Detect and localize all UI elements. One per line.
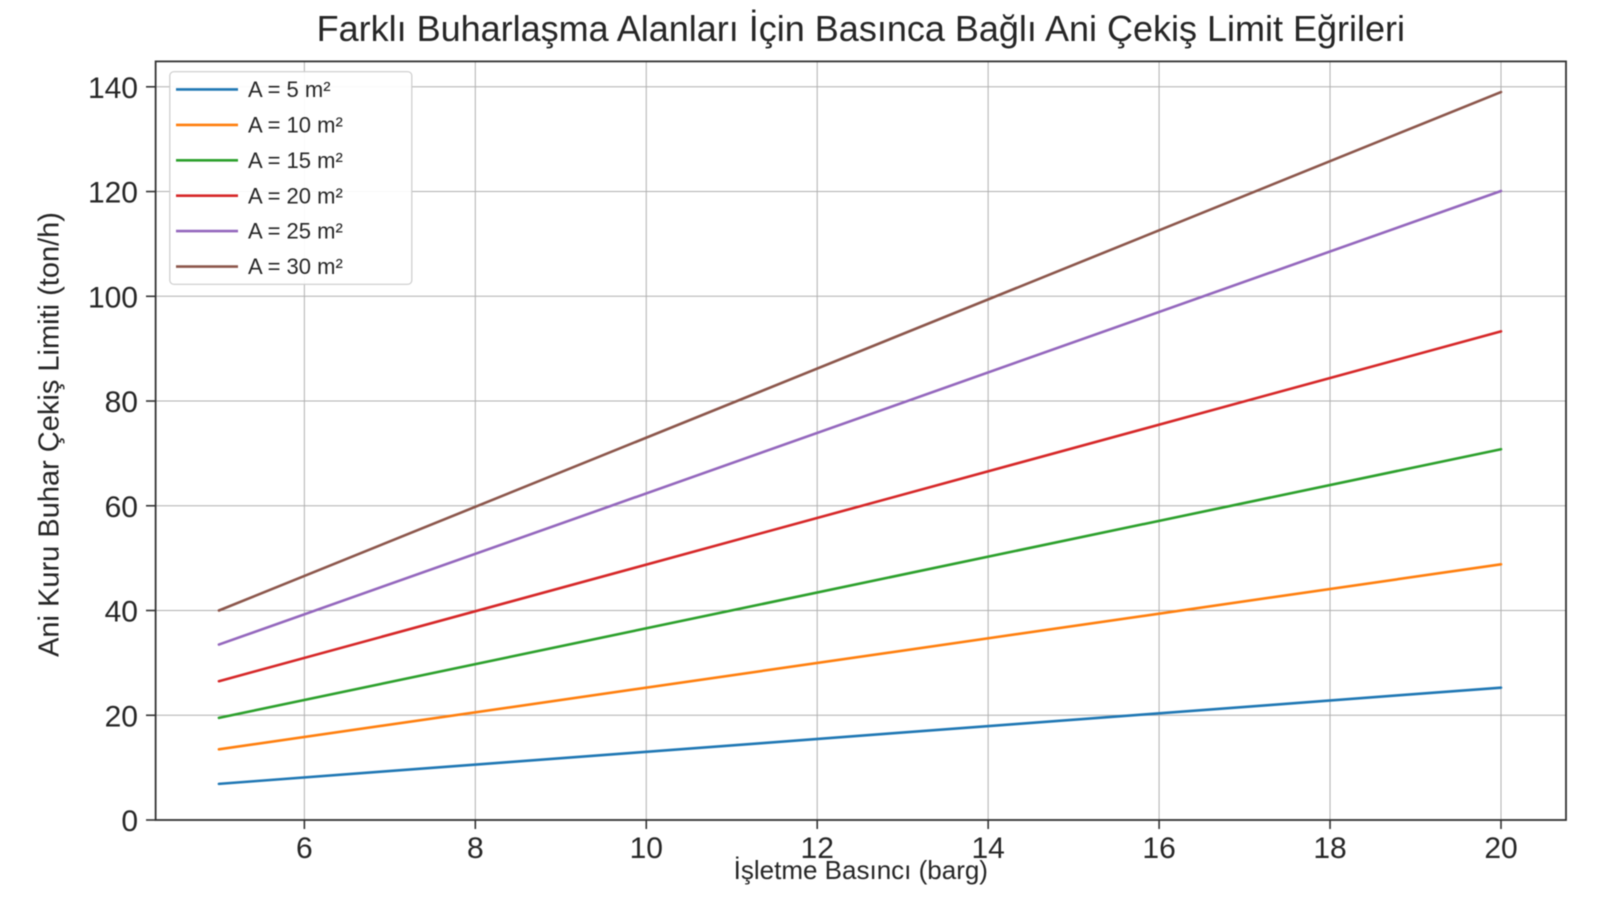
svg-text:100: 100 (88, 281, 138, 314)
svg-text:A = 10 m²: A = 10 m² (248, 113, 343, 138)
svg-text:60: 60 (105, 491, 138, 524)
svg-text:80: 80 (105, 386, 138, 419)
svg-text:A = 25 m²: A = 25 m² (248, 219, 343, 244)
svg-text:A = 20 m²: A = 20 m² (248, 183, 343, 208)
svg-text:20: 20 (105, 700, 138, 733)
svg-text:40: 40 (105, 596, 138, 629)
svg-text:A = 30 m²: A = 30 m² (248, 254, 343, 279)
svg-text:A = 15 m²: A = 15 m² (248, 148, 343, 173)
svg-text:0: 0 (121, 805, 138, 838)
svg-text:140: 140 (88, 72, 138, 105)
svg-text:120: 120 (88, 177, 138, 210)
svg-text:A = 5 m²: A = 5 m² (248, 77, 331, 102)
